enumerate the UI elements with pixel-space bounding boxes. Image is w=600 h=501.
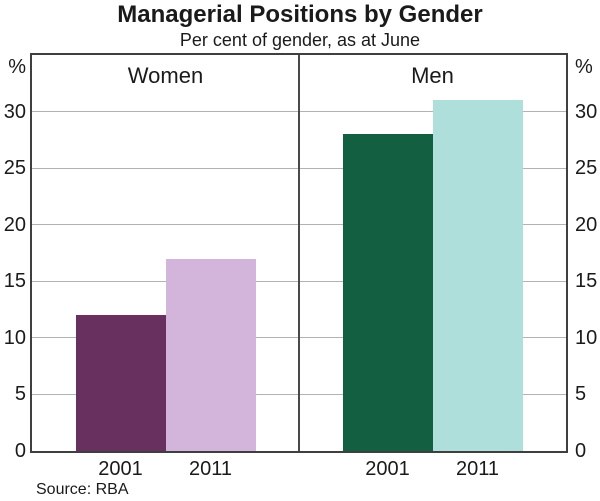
y-axis-unit-right: %	[575, 56, 593, 78]
x-tick-label-women-2001: 2001	[98, 458, 143, 480]
chart-title: Managerial Positions by Gender	[117, 1, 483, 28]
bar-women-2001	[75, 315, 166, 451]
y-tick-label-left-20: 20	[3, 213, 26, 236]
panel-divider-line	[298, 55, 300, 451]
bar-women-2011	[165, 258, 256, 451]
y-tick-label-right-25: 25	[575, 157, 598, 180]
y-tick-label-left-15: 15	[3, 270, 26, 293]
bar-men-2011	[432, 100, 523, 451]
y-tick-label-right-15: 15	[575, 270, 598, 293]
y-tick-label-right-0: 0	[575, 440, 587, 462]
plot-canvas: Women Men	[32, 55, 566, 451]
plot-area: Women Men	[30, 53, 568, 453]
x-tick-label-women-2011: 2011	[188, 458, 232, 480]
y-tick-label-right-30: 30	[575, 100, 598, 123]
y-tick-label-left-30: 30	[3, 100, 26, 123]
y-tick-label-right-5: 5	[575, 383, 587, 406]
x-tick-label-men-2011: 2011	[455, 458, 499, 480]
chart-subtitle: Per cent of gender, as at June	[179, 30, 421, 50]
bar-men-2001	[342, 134, 433, 451]
x-tick-label-men-2001: 2001	[365, 458, 410, 480]
source-note: Source: RBA	[36, 481, 129, 498]
y-axis-unit-left: %	[8, 56, 26, 78]
y-tick-label-left-0: 0	[14, 440, 26, 462]
y-tick-label-right-10: 10	[575, 326, 598, 349]
y-tick-label-left-10: 10	[3, 326, 26, 349]
y-tick-label-left-5: 5	[14, 383, 26, 406]
panel-label-men: Men	[411, 63, 454, 88]
y-tick-label-right-20: 20	[575, 213, 598, 236]
panel-label-women: Women	[127, 63, 204, 88]
y-tick-label-left-25: 25	[3, 157, 26, 180]
